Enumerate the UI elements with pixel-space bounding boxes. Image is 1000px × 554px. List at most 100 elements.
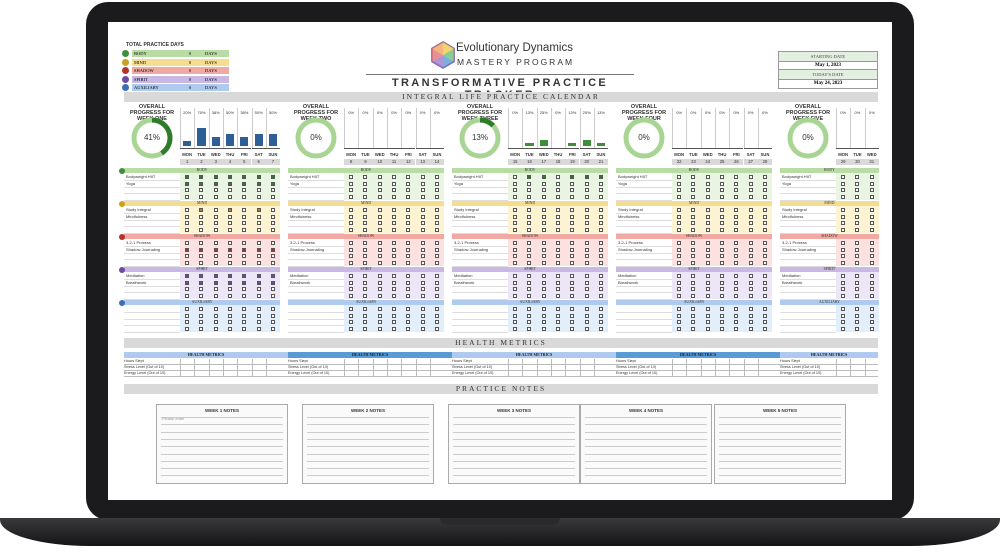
day-checkbox[interactable] xyxy=(434,307,439,311)
day-checkbox[interactable] xyxy=(256,293,261,298)
day-checkbox[interactable] xyxy=(555,221,560,225)
health-metric-cell[interactable] xyxy=(565,359,580,364)
health-metric-cell[interactable] xyxy=(386,371,402,376)
day-checkbox[interactable] xyxy=(363,214,368,219)
day-checkbox[interactable] xyxy=(227,320,232,324)
day-checkbox[interactable] xyxy=(513,293,517,298)
day-checkbox[interactable] xyxy=(377,247,382,252)
day-checkbox[interactable] xyxy=(598,313,603,318)
day-checkbox[interactable] xyxy=(363,175,368,179)
day-checkbox[interactable] xyxy=(349,208,353,212)
day-checkbox[interactable] xyxy=(677,175,681,179)
day-checkbox[interactable] xyxy=(841,241,845,245)
health-metric-cell[interactable] xyxy=(757,365,773,370)
day-checkbox[interactable] xyxy=(598,208,603,212)
day-checkbox[interactable] xyxy=(541,287,546,291)
day-checkbox[interactable] xyxy=(719,188,724,192)
day-checkbox[interactable] xyxy=(541,260,546,265)
day-checkbox[interactable] xyxy=(406,194,411,199)
day-checkbox[interactable] xyxy=(199,254,204,258)
day-checkbox[interactable] xyxy=(541,247,546,252)
day-checkbox[interactable] xyxy=(734,194,739,199)
day-checkbox[interactable] xyxy=(855,320,860,324)
day-checkbox[interactable] xyxy=(527,175,532,179)
day-checkbox[interactable] xyxy=(719,254,724,258)
day-checkbox[interactable] xyxy=(527,313,532,318)
day-checkbox[interactable] xyxy=(363,313,368,318)
day-checkbox[interactable] xyxy=(841,254,845,258)
day-checkbox[interactable] xyxy=(705,241,710,245)
day-checkbox[interactable] xyxy=(256,181,261,186)
day-checkbox[interactable] xyxy=(242,175,247,179)
day-checkbox[interactable] xyxy=(691,241,696,245)
day-checkbox[interactable] xyxy=(719,194,724,199)
day-checkbox[interactable] xyxy=(213,221,218,225)
day-checkbox[interactable] xyxy=(762,208,767,212)
health-metric-cell[interactable] xyxy=(401,371,416,376)
day-checkbox[interactable] xyxy=(185,320,189,324)
day-checkbox[interactable] xyxy=(213,287,218,291)
day-checkbox[interactable] xyxy=(227,227,232,232)
day-checkbox[interactable] xyxy=(584,221,589,225)
day-checkbox[interactable] xyxy=(349,175,353,179)
day-checkbox[interactable] xyxy=(748,188,753,192)
day-checkbox[interactable] xyxy=(391,247,396,252)
day-checkbox[interactable] xyxy=(584,188,589,192)
day-checkbox[interactable] xyxy=(185,194,189,199)
health-metric-cell[interactable] xyxy=(757,371,773,376)
health-metric-cell[interactable] xyxy=(550,371,566,376)
day-checkbox[interactable] xyxy=(762,326,767,331)
health-metric-cell[interactable] xyxy=(536,371,552,376)
day-checkbox[interactable] xyxy=(677,227,681,232)
day-checkbox[interactable] xyxy=(598,194,603,199)
day-checkbox[interactable] xyxy=(363,260,368,265)
day-checkbox[interactable] xyxy=(541,307,546,311)
day-checkbox[interactable] xyxy=(691,194,696,199)
day-checkbox[interactable] xyxy=(377,227,382,232)
day-checkbox[interactable] xyxy=(270,287,275,291)
day-checkbox[interactable] xyxy=(227,221,232,225)
day-checkbox[interactable] xyxy=(677,320,681,324)
day-checkbox[interactable] xyxy=(185,221,189,225)
day-checkbox[interactable] xyxy=(841,260,845,265)
day-checkbox[interactable] xyxy=(349,227,353,232)
day-checkbox[interactable] xyxy=(748,247,753,252)
health-metric-cell[interactable] xyxy=(508,371,523,376)
day-checkbox[interactable] xyxy=(420,260,425,265)
day-checkbox[interactable] xyxy=(199,260,204,265)
day-checkbox[interactable] xyxy=(527,260,532,265)
day-checkbox[interactable] xyxy=(841,293,845,298)
day-checkbox[interactable] xyxy=(570,274,575,278)
day-checkbox[interactable] xyxy=(748,181,753,186)
day-checkbox[interactable] xyxy=(762,307,767,311)
day-checkbox[interactable] xyxy=(734,287,739,291)
day-checkbox[interactable] xyxy=(513,227,517,232)
day-checkbox[interactable] xyxy=(227,307,232,311)
day-checkbox[interactable] xyxy=(406,175,411,179)
day-checkbox[interactable] xyxy=(748,320,753,324)
day-checkbox[interactable] xyxy=(199,241,204,245)
day-checkbox[interactable] xyxy=(855,313,860,318)
day-checkbox[interactable] xyxy=(185,326,189,331)
health-metric-cell[interactable] xyxy=(729,371,744,376)
health-metric-cell[interactable] xyxy=(593,371,609,376)
day-checkbox[interactable] xyxy=(762,274,767,278)
day-checkbox[interactable] xyxy=(377,313,382,318)
health-metric-cell[interactable] xyxy=(686,359,701,364)
day-checkbox[interactable] xyxy=(270,293,275,298)
day-checkbox[interactable] xyxy=(570,221,575,225)
day-checkbox[interactable] xyxy=(391,293,396,298)
day-checkbox[interactable] xyxy=(513,307,517,311)
health-metric-cell[interactable] xyxy=(237,365,252,370)
day-checkbox[interactable] xyxy=(570,214,575,219)
day-checkbox[interactable] xyxy=(841,280,845,285)
health-metric-cell[interactable] xyxy=(251,365,267,370)
day-checkbox[interactable] xyxy=(513,326,517,331)
day-checkbox[interactable] xyxy=(527,208,532,212)
day-checkbox[interactable] xyxy=(213,194,218,199)
day-checkbox[interactable] xyxy=(691,320,696,324)
day-checkbox[interactable] xyxy=(555,293,560,298)
day-checkbox[interactable] xyxy=(555,313,560,318)
day-checkbox[interactable] xyxy=(570,241,575,245)
day-checkbox[interactable] xyxy=(841,287,845,291)
